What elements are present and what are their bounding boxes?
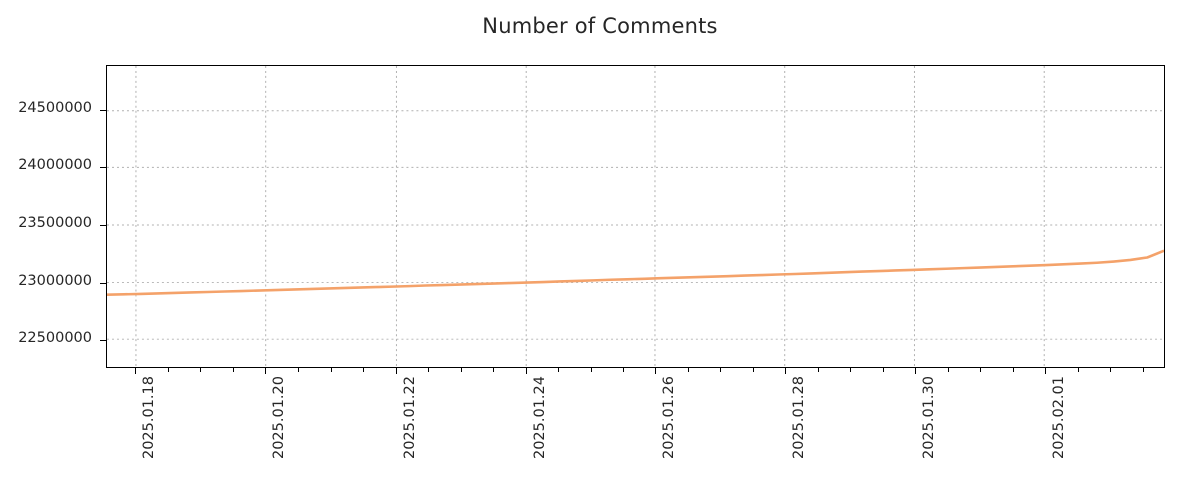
- x-axis-tick-mark: [785, 368, 786, 374]
- x-axis-tick-label: 2025.01.18: [141, 376, 157, 460]
- x-axis-minor-tick-mark: [623, 368, 624, 372]
- x-axis-tick-mark: [265, 368, 266, 374]
- x-axis-tick-label: 2025.01.30: [921, 376, 937, 460]
- x-axis-minor-tick-mark: [818, 368, 819, 372]
- x-axis-tick-mark: [526, 368, 527, 374]
- x-axis-minor-tick-mark: [1143, 368, 1144, 372]
- x-axis-minor-tick-mark: [428, 368, 429, 372]
- x-axis-minor-tick-mark: [200, 368, 201, 372]
- y-axis-tick-mark: [100, 110, 107, 111]
- y-axis-tick-mark: [100, 225, 107, 226]
- x-axis-tick-mark: [396, 368, 397, 374]
- x-axis-tick-label: 2025.01.28: [791, 376, 807, 460]
- x-axis-minor-tick-mark: [363, 368, 364, 372]
- x-axis-tick-label: 2025.01.26: [661, 376, 677, 460]
- x-axis-minor-tick-mark: [753, 368, 754, 372]
- x-axis-tick-label: 2025.02.01: [1051, 376, 1067, 460]
- x-axis-minor-tick-mark: [461, 368, 462, 372]
- y-axis-tick-mark: [100, 340, 107, 341]
- x-axis-tick-mark: [1045, 368, 1046, 374]
- x-axis-minor-tick-mark: [591, 368, 592, 372]
- x-axis-tick-label: 2025.01.22: [402, 376, 418, 460]
- y-axis-tick-label: 23500000: [18, 215, 92, 231]
- x-axis-tick-label: 2025.01.20: [271, 376, 287, 460]
- x-axis-minor-tick-mark: [1078, 368, 1079, 372]
- x-axis-minor-tick-mark: [331, 368, 332, 372]
- x-axis-minor-tick-mark: [688, 368, 689, 372]
- plot-area: [106, 65, 1165, 368]
- x-axis-tick-label: 2025.01.24: [532, 376, 548, 460]
- y-axis-tick-label: 22500000: [18, 330, 92, 346]
- y-axis-tick-mark: [100, 167, 107, 168]
- y-axis-tick-label: 24500000: [18, 100, 92, 116]
- x-axis-minor-tick-mark: [233, 368, 234, 372]
- data-line: [107, 251, 1164, 295]
- x-axis-minor-tick-mark: [948, 368, 949, 372]
- y-axis-tick-label: 24000000: [18, 157, 92, 173]
- x-axis-minor-tick-mark: [1013, 368, 1014, 372]
- series-line-number-of-comments: [107, 66, 1164, 367]
- x-axis-minor-tick-mark: [980, 368, 981, 372]
- chart-title: Number of Comments: [482, 14, 718, 38]
- x-axis-minor-tick-mark: [298, 368, 299, 372]
- x-axis-minor-tick-mark: [720, 368, 721, 372]
- y-axis-tick-label: 23000000: [18, 273, 92, 289]
- x-axis-tick-mark: [135, 368, 136, 374]
- x-axis-minor-tick-mark: [850, 368, 851, 372]
- x-axis-tick-mark: [915, 368, 916, 374]
- x-axis-minor-tick-mark: [493, 368, 494, 372]
- x-axis-minor-tick-mark: [1110, 368, 1111, 372]
- x-axis-minor-tick-mark: [558, 368, 559, 372]
- x-axis-minor-tick-mark: [883, 368, 884, 372]
- x-axis-tick-mark: [655, 368, 656, 374]
- x-axis-minor-tick-mark: [168, 368, 169, 372]
- grid-lines: [107, 66, 1164, 367]
- y-axis-tick-mark: [100, 283, 107, 284]
